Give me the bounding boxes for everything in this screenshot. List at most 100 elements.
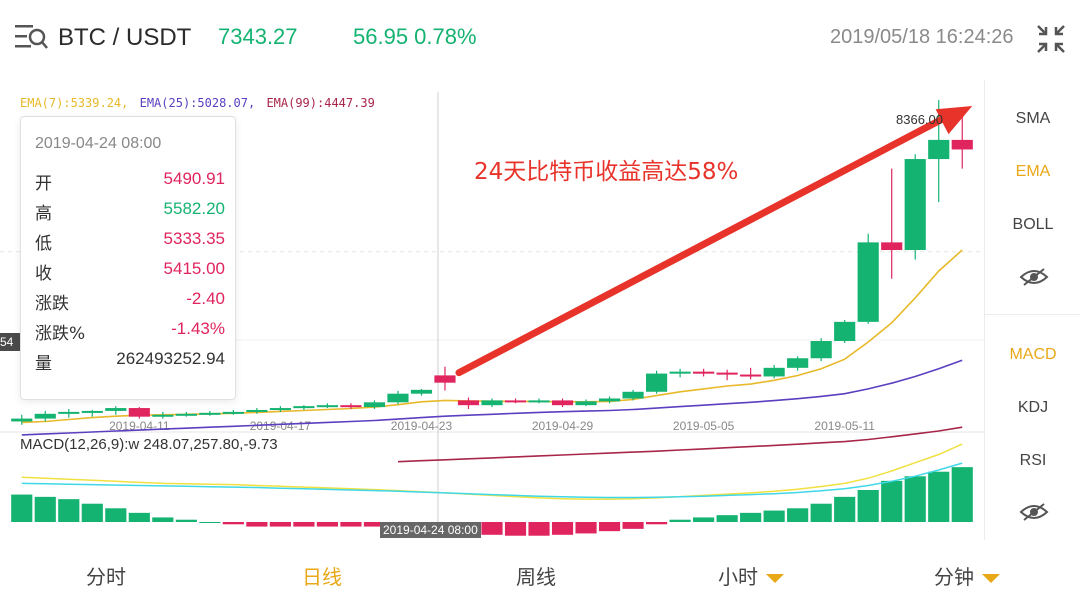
high-price-label: 8366.00 — [896, 112, 943, 127]
tooltip-value: -1.43% — [171, 319, 225, 338]
timestamp: 2019/05/18 16:24:26 — [830, 26, 1014, 48]
crosshair-price-tag: 54 — [0, 333, 20, 351]
candle-body — [269, 408, 291, 411]
candle-tooltip: 2019-04-24 08:00 开 5490.91 高 5582.20 低 5… — [20, 116, 236, 400]
sma-button[interactable]: SMA — [1015, 110, 1051, 127]
macd-histogram-bar — [598, 522, 621, 532]
tooltip-value: 5582.20 — [163, 199, 225, 218]
tab-minute-label: 分钟 — [934, 565, 974, 589]
candle-body — [951, 139, 973, 150]
candle-body — [504, 400, 527, 403]
rsi-button[interactable]: RSI — [1019, 452, 1047, 469]
candle-body — [175, 413, 197, 416]
kdj-button[interactable]: KDJ — [1017, 399, 1049, 416]
candle-body — [575, 401, 597, 406]
candle-body — [598, 398, 621, 402]
tooltip-value: 5490.91 — [163, 169, 225, 188]
top-bar: BTC / USDT 7343.27 56.95 0.78% 2019/05/1… — [0, 0, 1080, 80]
period-tab-bar: 分时 日线 周线 小时 分钟 — [0, 541, 1080, 602]
tab-hourly[interactable]: 小时 — [718, 561, 784, 590]
macd-histogram-bar — [951, 467, 973, 522]
ema99-legend: EMA(99):4447.39 — [266, 96, 375, 110]
macd-histogram-bar — [128, 512, 150, 522]
candle-body — [928, 139, 950, 160]
macd-histogram-bar — [740, 512, 762, 522]
x-tick-label: 2019-04-17 — [250, 419, 312, 433]
candle-body — [551, 400, 574, 406]
side-divider — [985, 314, 1080, 315]
macd-histogram-bar — [669, 519, 691, 522]
macd-dea-line — [21, 462, 963, 499]
x-tick-label: 2019-05-11 — [814, 419, 875, 433]
candle-body — [81, 410, 103, 413]
candle-body — [105, 408, 127, 411]
candle-body — [481, 400, 503, 406]
candle-body — [622, 391, 644, 399]
crosshair-date-label: 2019-04-24 08:00 — [380, 522, 481, 538]
macd-histogram-bar — [175, 519, 197, 522]
macd-button[interactable]: MACD — [1009, 346, 1057, 363]
candle-body — [646, 373, 668, 392]
pair-title[interactable]: BTC / USDT — [58, 24, 192, 51]
list-search-icon[interactable] — [14, 22, 48, 54]
x-tick-label: 2019-05-05 — [673, 419, 735, 433]
macd-histogram-bar — [293, 522, 315, 527]
macd-histogram-bar — [363, 522, 386, 527]
tab-minute[interactable]: 分钟 — [934, 561, 1000, 590]
eye-hidden-icon[interactable] — [1019, 502, 1049, 522]
macd-histogram-bar — [222, 522, 244, 525]
candle-body — [528, 400, 550, 403]
tooltip-value: 262493252.94 — [116, 349, 225, 368]
boll-button[interactable]: BOLL — [1012, 216, 1054, 233]
caret-down-icon — [766, 574, 784, 583]
tooltip-label: 低 — [35, 234, 52, 254]
tooltip-row-close: 收 5415.00 — [35, 259, 225, 284]
x-tick-label: 2019-04-29 — [532, 419, 594, 433]
candle-body — [128, 408, 150, 417]
ema-button[interactable]: EMA — [1015, 163, 1051, 180]
candle-body — [810, 341, 832, 359]
macd-dif-line — [21, 443, 963, 500]
annotation-text: 24天比特币收益高达58% — [474, 159, 739, 185]
macd-histogram-bar — [340, 522, 362, 527]
tooltip-value: 5415.00 — [163, 259, 225, 278]
macd-histogram-bar — [316, 522, 338, 527]
macd-histogram-bar — [105, 508, 127, 522]
ema-legend: EMA(7):5339.24, EMA(25):5028.07, EMA(99)… — [20, 96, 375, 110]
ema7-legend: EMA(7):5339.24, — [20, 96, 129, 110]
candle-body — [669, 371, 691, 374]
macd-histogram-bar — [575, 522, 597, 534]
tooltip-row-low: 低 5333.35 — [35, 229, 225, 254]
tooltip-row-open: 开 5490.91 — [35, 169, 225, 194]
candle-body — [763, 367, 785, 377]
x-tick-label: 2019-04-23 — [391, 419, 453, 433]
collapse-fullscreen-icon[interactable] — [1036, 24, 1066, 54]
tab-timeshare[interactable]: 分时 — [86, 565, 126, 589]
candle-body — [246, 409, 268, 412]
tooltip-label: 高 — [35, 204, 52, 224]
caret-down-icon — [982, 574, 1000, 583]
tab-daily[interactable]: 日线 — [302, 565, 342, 589]
candle-body — [387, 393, 409, 403]
candle-body — [152, 414, 174, 417]
candle-body — [34, 413, 56, 419]
macd-histogram-bar — [622, 522, 644, 529]
macd-histogram-bar — [716, 515, 738, 522]
tab-weekly[interactable]: 周线 — [516, 565, 556, 589]
tooltip-value: 5333.35 — [163, 229, 225, 248]
tooltip-row-change-pct: 涨跌% -1.43% — [35, 319, 225, 344]
eye-hidden-icon[interactable] — [1019, 267, 1049, 287]
candle-body — [363, 402, 386, 408]
macd-histogram-bar — [928, 471, 950, 522]
macd-histogram-bar — [646, 522, 668, 525]
candle-body — [293, 406, 315, 409]
candle-body — [340, 405, 362, 408]
macd-histogram-bar — [152, 517, 174, 522]
macd-histogram-bar — [881, 480, 903, 522]
tooltip-label: 收 — [35, 264, 52, 284]
macd-histogram-bar — [199, 522, 221, 523]
tooltip-row-change: 涨跌 -2.40 — [35, 289, 225, 314]
ema-line — [397, 426, 963, 463]
macd-histogram-bar — [904, 476, 926, 522]
candle-body — [716, 372, 738, 375]
